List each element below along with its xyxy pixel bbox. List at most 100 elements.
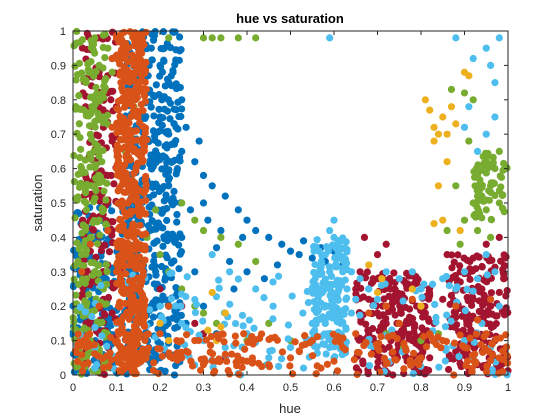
data-point <box>452 285 460 293</box>
data-point <box>162 191 170 199</box>
data-point <box>260 294 268 302</box>
data-point <box>241 345 249 353</box>
data-point <box>322 350 330 358</box>
data-point <box>108 309 116 317</box>
data-point <box>139 316 147 324</box>
data-point <box>465 72 473 80</box>
data-point <box>182 123 190 131</box>
data-point <box>330 357 338 365</box>
data-point <box>150 32 158 40</box>
y-tick-label: 0.6 <box>51 164 66 176</box>
data-point <box>95 147 103 155</box>
data-point <box>139 158 147 166</box>
y-tick-label: 0 <box>60 370 66 382</box>
data-point <box>403 269 411 277</box>
data-point <box>265 354 273 362</box>
data-point <box>191 268 199 276</box>
data-point <box>456 262 464 270</box>
data-point <box>395 319 403 327</box>
data-point <box>437 344 445 352</box>
data-point <box>170 105 178 113</box>
data-point <box>238 363 246 372</box>
data-point <box>250 324 258 332</box>
data-point <box>134 302 142 310</box>
data-point <box>430 123 438 131</box>
data-point <box>121 251 129 259</box>
data-point <box>78 251 86 259</box>
data-point <box>107 356 115 364</box>
data-point <box>342 294 351 302</box>
data-point <box>114 199 122 207</box>
data-point <box>81 156 89 164</box>
data-point <box>125 96 134 104</box>
data-point <box>117 287 126 295</box>
data-point <box>291 338 299 346</box>
data-point <box>389 348 397 356</box>
data-point <box>177 302 185 310</box>
data-point <box>286 343 295 352</box>
data-point <box>404 319 412 327</box>
data-point <box>352 295 360 303</box>
data-point <box>70 178 79 186</box>
data-point <box>317 261 325 269</box>
data-point <box>199 309 208 317</box>
data-point <box>112 165 121 173</box>
data-point <box>500 251 508 259</box>
data-point <box>430 220 438 228</box>
data-point <box>116 342 124 351</box>
data-point <box>417 302 425 310</box>
data-point <box>426 106 434 114</box>
data-point <box>400 365 408 373</box>
data-point <box>162 141 171 149</box>
data-point <box>321 251 329 259</box>
data-point <box>178 233 186 241</box>
data-point <box>439 337 447 345</box>
data-point <box>100 187 108 195</box>
data-point <box>104 44 112 52</box>
data-point <box>499 347 507 355</box>
data-point <box>479 301 487 309</box>
data-point <box>178 147 186 155</box>
data-point <box>143 136 151 144</box>
data-point <box>166 44 175 52</box>
data-point <box>439 216 447 224</box>
data-point <box>408 285 416 293</box>
data-point <box>461 307 469 315</box>
data-point <box>418 293 426 301</box>
data-point <box>409 369 417 378</box>
data-point <box>76 153 84 162</box>
data-point <box>239 322 247 330</box>
x-tick-label: 0.7 <box>370 382 385 394</box>
data-point <box>469 199 477 207</box>
data-point <box>156 345 164 353</box>
data-point <box>274 272 283 280</box>
data-point <box>81 308 89 316</box>
data-point <box>136 221 144 229</box>
data-point <box>167 259 176 267</box>
data-point <box>336 319 345 327</box>
data-point <box>234 34 242 42</box>
data-point <box>380 295 388 303</box>
data-point <box>94 110 102 118</box>
data-point <box>248 354 256 362</box>
data-point <box>223 357 231 365</box>
data-point <box>146 156 155 164</box>
data-point <box>243 268 251 276</box>
data-point <box>321 319 329 327</box>
data-point <box>365 261 373 269</box>
data-point <box>115 106 123 114</box>
data-point <box>133 68 142 76</box>
data-point <box>173 165 181 173</box>
data-point <box>82 199 90 207</box>
x-tick-label: 0.6 <box>326 382 341 394</box>
data-point <box>326 291 334 300</box>
data-point <box>123 232 131 240</box>
data-point <box>258 362 266 371</box>
data-point <box>117 216 125 224</box>
data-point <box>301 332 309 340</box>
data-point <box>125 344 133 352</box>
data-point <box>382 302 390 310</box>
data-point <box>170 187 178 195</box>
data-point <box>92 161 100 169</box>
data-point <box>478 192 486 200</box>
